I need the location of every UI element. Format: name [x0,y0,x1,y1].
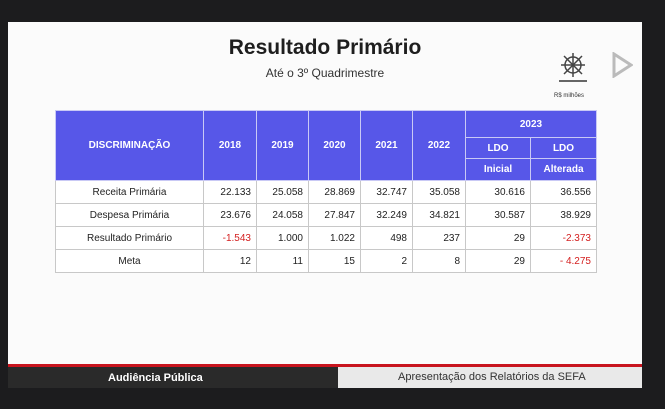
cell: 32.747 [360,180,413,204]
column-header: 2020 [308,110,361,181]
cell: 498 [360,226,413,250]
footer-stripe [8,364,642,367]
cell: 1.000 [256,226,309,250]
row-label: Despesa Primária [55,203,204,227]
slide-subtitle: Até o 3º Quadrimestre [265,66,385,80]
subcolumn-header: Inicial [465,158,531,181]
cell: 12 [203,249,257,273]
table-head: DISCRIMINAÇÃO 2018 2019 2020 2021 2022 2023 LDO… [55,110,597,181]
cell: 8 [412,249,466,273]
cell: 35.058 [412,180,466,204]
header-row: DISCRIMINAÇÃO 2018 2019 2020 2021 2022 2023 [55,110,597,181]
cell: 27.847 [308,203,361,227]
cell: -1.543 [203,226,257,250]
cell: 36.556 [530,180,597,204]
table-row: Resultado Primário -1.543 1.000 1.022 498 237… [55,226,597,250]
footer-dark [8,364,338,388]
column-header: DISCRIMINAÇÃO [55,110,204,181]
slide-title: Resultado Primário [228,36,422,59]
column-header: 2022 [412,110,466,181]
header-row: LDO LDO [56,137,597,159]
cell: 29 [465,249,531,273]
subcolumn-header: LDO [530,137,597,159]
footer: Audiência Pública Apresentação dos Relat… [8,364,642,388]
cell: 28.869 [308,180,361,204]
table-body: Receita Primária 22.133 25.058 28.869 32.747… [55,180,597,273]
cell: 15 [308,249,361,273]
cell: 30.616 [465,180,531,204]
cell: 29 [465,226,531,250]
column-header: 2021 [360,110,413,181]
logo [559,53,587,82]
row-label: Receita Primária [55,180,204,204]
cell: 32.249 [360,203,413,227]
cell: 11 [256,249,309,273]
table-row: Receita Primária 22.133 25.058 28.869 32.747… [55,180,597,204]
table-row: Meta 12 11 15 2 8 29- 4.275 [55,249,597,273]
column-header: 2019 [256,110,309,181]
cell: 22.133 [203,180,257,204]
cell: 2 [360,249,413,273]
column-header: 2018 [203,110,257,181]
group-header: 2023 [465,110,597,138]
cell: 30.587 [465,203,531,227]
subcolumn-header: Alterada [530,158,597,181]
subcolumn-header: LDO [465,137,531,159]
cell: 24.058 [256,203,309,227]
unit-label: R$ milhões [554,93,585,99]
table-row: Despesa Primária 23.676 24.058 27.847 32.249… [55,203,597,227]
cell: 237 [412,226,466,250]
presentation-slide: Resultado Primário Até o 3º Quadrimestre… [8,22,642,388]
play-icon [612,52,633,78]
data-table: DISCRIMINAÇÃO 2018 2019 2020 2021 2022 2023 LDO… [55,110,597,273]
cell: 34.821 [412,203,466,227]
row-label: Resultado Primário [55,226,204,250]
cell: 23.676 [203,203,257,227]
cell: 25.058 [256,180,309,204]
cell: - 4.275 [530,249,597,273]
row-label: Meta [55,249,204,273]
cell: 38.929 [530,203,597,227]
cell: 1.022 [308,226,361,250]
footer-right-text: Apresentação dos Relatórios da SEFA [398,371,586,383]
footer-left-text: Audiência Pública [108,372,203,384]
cell: -2.373 [530,226,597,250]
